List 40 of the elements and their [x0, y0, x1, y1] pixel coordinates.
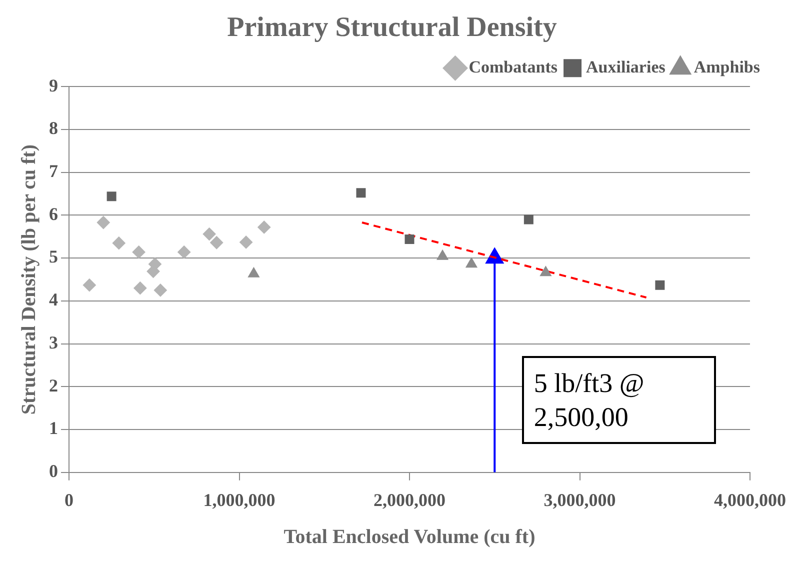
point	[178, 246, 191, 259]
x-tick-label: 1,000,000	[203, 490, 276, 510]
point	[240, 236, 253, 249]
y-tick-label: 5	[49, 246, 58, 267]
annotation: 5 lb/ft3 @ 2,500,00	[522, 356, 716, 444]
point	[202, 228, 216, 241]
y-tick-label: 1	[49, 418, 58, 438]
y-tick-label: 2	[49, 375, 58, 396]
legend-label: Combatants	[468, 57, 558, 76]
point	[112, 236, 126, 250]
point	[134, 282, 147, 295]
x-tick-label: 0	[64, 490, 74, 510]
point	[540, 266, 552, 276]
legend-label: Auxiliaries	[586, 57, 666, 76]
point	[655, 280, 665, 290]
x-tick-label: 2,000,000	[374, 490, 446, 510]
y-tick-label: 3	[49, 332, 58, 352]
y-tick-label: 6	[49, 204, 58, 224]
chart-title: Primary Structural Density	[227, 12, 557, 44]
y-tick-label: 0	[49, 461, 58, 482]
y-tick-label: 9	[49, 75, 58, 96]
point	[132, 246, 146, 259]
y-tick-label: 4	[49, 290, 58, 310]
point	[82, 278, 96, 292]
point	[210, 236, 224, 250]
point	[466, 258, 478, 268]
y-axis-title: Structural Density (lb per cu ft)	[18, 144, 40, 415]
x-tick-label: 3,000,000	[544, 490, 616, 510]
point	[258, 220, 271, 234]
point	[524, 214, 534, 224]
point	[404, 234, 414, 244]
point	[154, 284, 167, 297]
y-tick-label: 7	[49, 160, 58, 181]
point	[106, 192, 116, 202]
x-tick-label: 4,000,000	[714, 490, 786, 510]
legend-label: Amphibs	[694, 57, 760, 76]
x-axis-title: Total Enclosed Volume (cu ft)	[284, 526, 536, 548]
point	[96, 216, 110, 229]
y-tick-label: 8	[49, 118, 58, 138]
point	[356, 188, 366, 198]
